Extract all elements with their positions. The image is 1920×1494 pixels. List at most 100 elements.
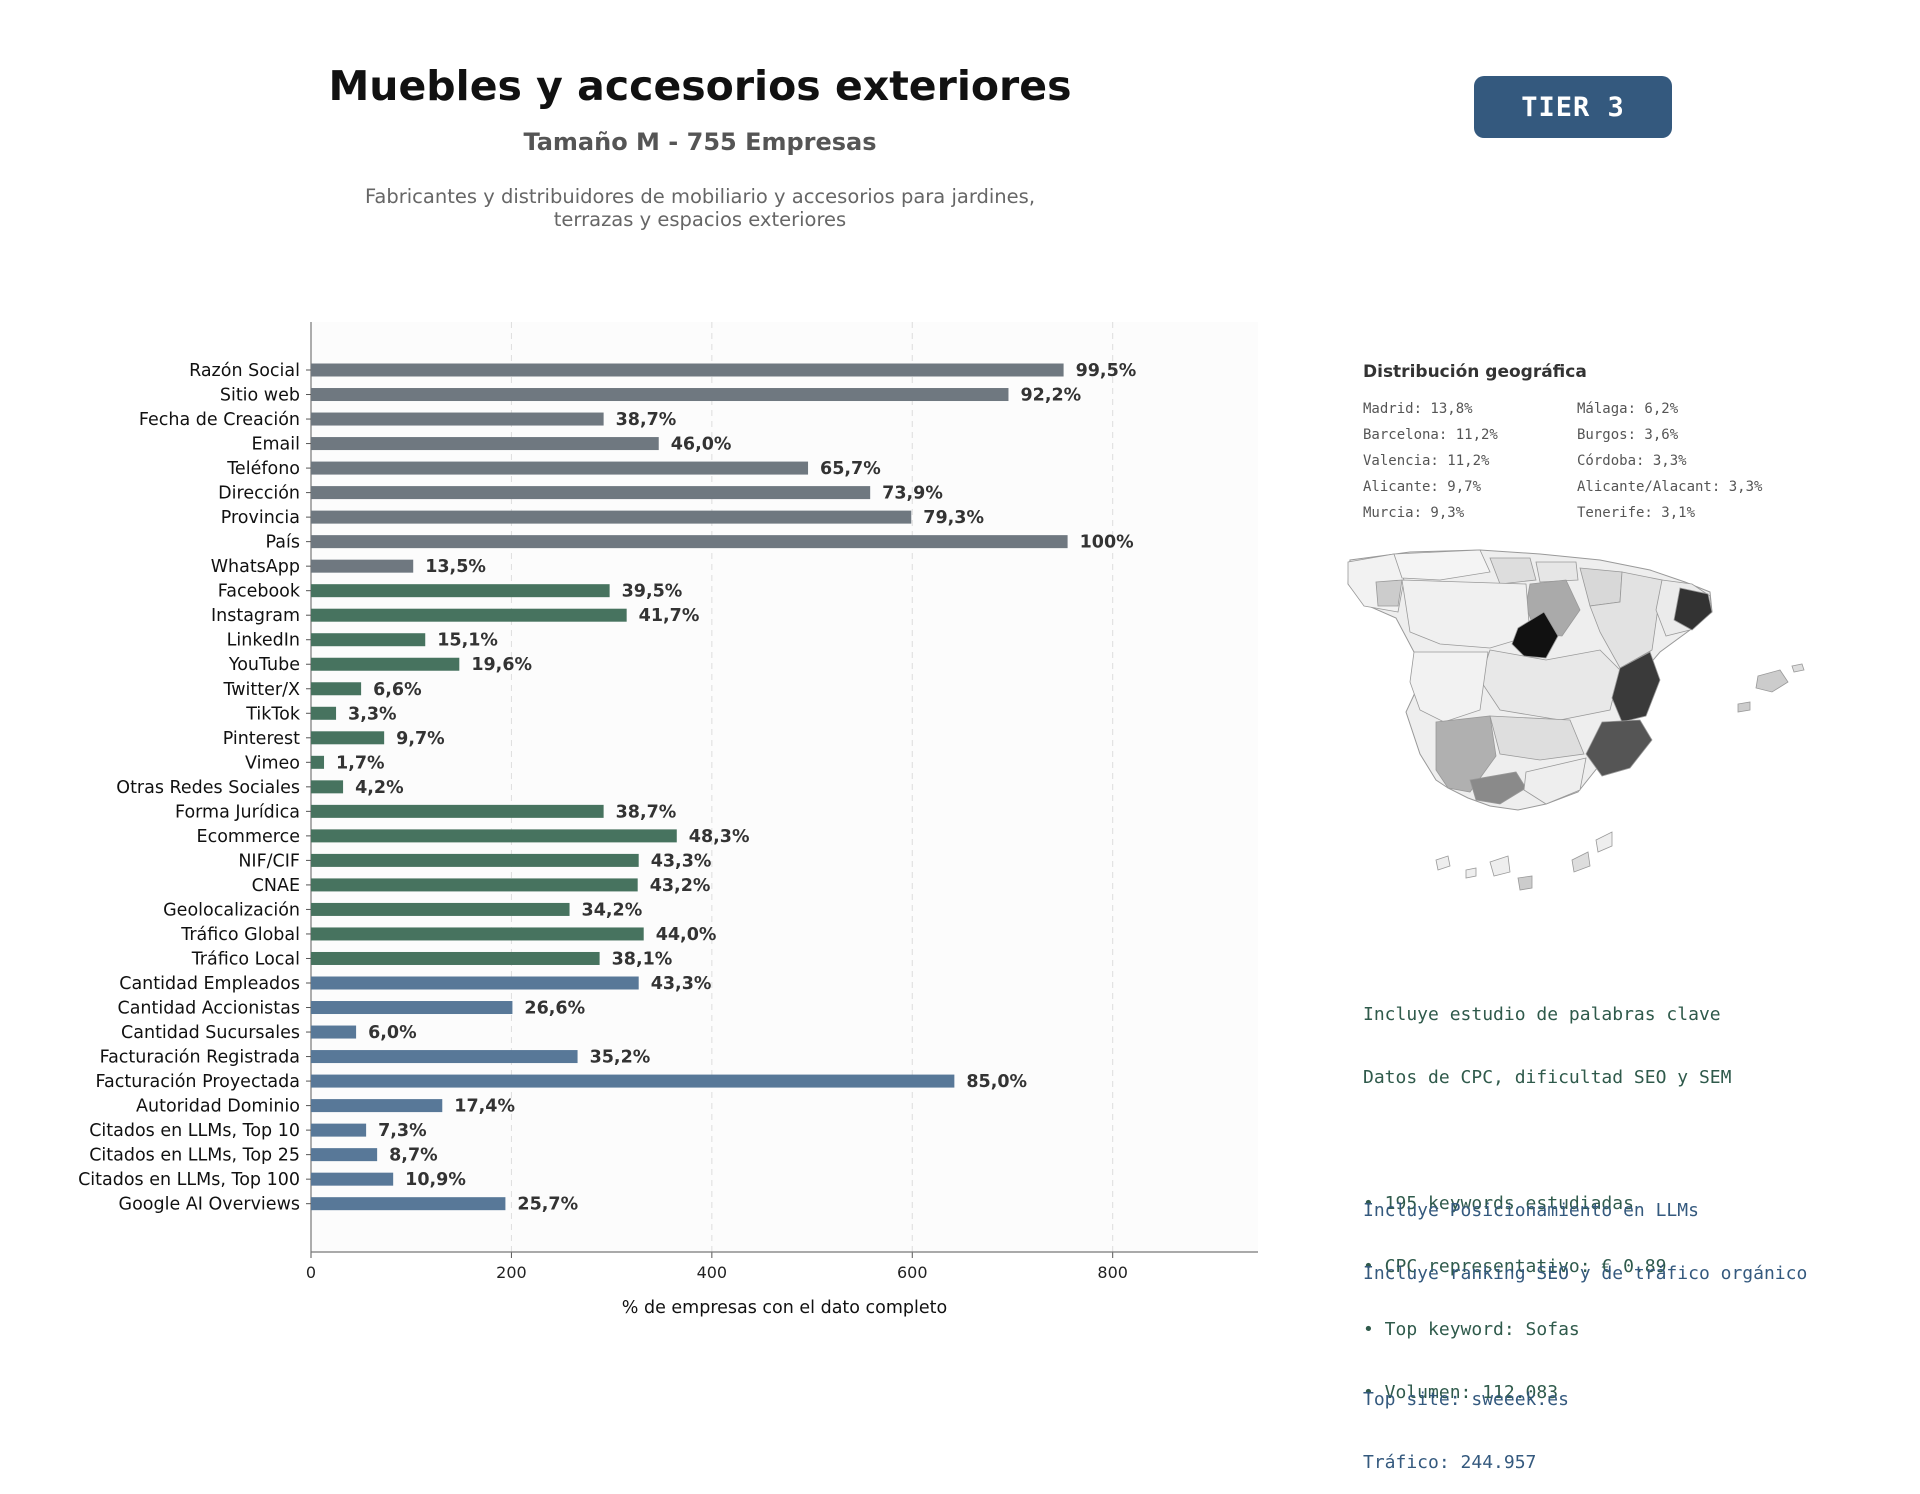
- top-site: Top site: sweeek.es: [1363, 1389, 1569, 1410]
- category-label: Forma Jurídica: [175, 802, 300, 822]
- keywords-line: Incluye estudio de palabras clave: [1363, 1004, 1721, 1025]
- bar: [311, 804, 604, 818]
- data-label: 34,2%: [582, 900, 643, 920]
- category-label: Cantidad Accionistas: [117, 999, 300, 1019]
- map-region: [1435, 855, 1451, 871]
- category-label: Citados en LLMs, Top 25: [89, 1146, 300, 1166]
- category-label: Provincia: [221, 508, 300, 528]
- bar: [311, 633, 426, 647]
- data-label: 9,7%: [396, 729, 445, 749]
- keywords-bullet: • Top keyword: Sofas: [1363, 1319, 1580, 1340]
- x-axis-label: % de empresas con el dato completo: [622, 1298, 947, 1318]
- map-region: [1375, 579, 1403, 607]
- page-description: Fabricantes y distribuidores de mobiliar…: [330, 185, 1070, 231]
- category-label: Fecha de Creación: [139, 410, 300, 430]
- data-label: 1,7%: [336, 753, 385, 773]
- data-label: 6,0%: [368, 1023, 417, 1043]
- geo-item: Barcelona: 11,2%: [1363, 427, 1498, 443]
- geo-item: Tenerife: 3,1%: [1577, 505, 1696, 521]
- description-line: Fabricantes y distribuidores de mobiliar…: [364, 185, 1036, 208]
- x-tick-label: 800: [1097, 1263, 1128, 1282]
- category-label: Geolocalización: [163, 900, 300, 920]
- bar: [311, 1123, 367, 1137]
- data-label: 92,2%: [1020, 386, 1081, 406]
- bar: [311, 1148, 378, 1162]
- bar: [311, 731, 385, 745]
- category-label: Facebook: [218, 582, 301, 602]
- data-label: 79,3%: [923, 508, 984, 528]
- bar: [311, 878, 638, 892]
- category-label: Tráfico Local: [191, 949, 300, 969]
- map-region: [1611, 651, 1661, 723]
- bar: [311, 363, 1064, 377]
- bar: [311, 1001, 513, 1015]
- map-region: [1571, 851, 1591, 873]
- category-label: Cantidad Sucursales: [121, 1023, 300, 1043]
- category-label: YouTube: [228, 655, 300, 675]
- category-label: Citados en LLMs, Top 10: [89, 1121, 300, 1141]
- llm-line: Incluye Posicionamiento en LLMs: [1363, 1200, 1699, 1221]
- bar: [311, 780, 344, 794]
- data-label: 19,6%: [471, 655, 532, 675]
- category-label: Dirección: [218, 484, 300, 504]
- bar: [311, 927, 644, 941]
- data-label: 41,7%: [639, 606, 700, 626]
- keywords-bullet: • 195 keywords estudiadas: [1363, 1193, 1634, 1214]
- bar: [311, 706, 337, 720]
- data-label: 44,0%: [656, 925, 717, 945]
- x-tick-label: 400: [697, 1263, 728, 1282]
- category-label: Teléfono: [226, 459, 300, 479]
- data-label: 15,1%: [437, 631, 498, 651]
- keywords-info: Incluye estudio de palabras clave Datos …: [1363, 962, 1731, 1424]
- map-region: [1469, 771, 1527, 805]
- bar: [311, 412, 604, 426]
- geo-item: Córdoba: 3,3%: [1577, 453, 1687, 469]
- geo-item: Alicante: 9,7%: [1363, 479, 1482, 495]
- llm-info: Incluye Posicionamiento en LLMs Incluye …: [1363, 1158, 1807, 1494]
- data-label: 43,3%: [651, 851, 712, 871]
- category-label: Sitio web: [220, 386, 300, 406]
- category-label: Tráfico Global: [180, 925, 300, 945]
- bar: [311, 976, 639, 990]
- data-label: 7,3%: [378, 1121, 427, 1141]
- bar: [311, 1050, 578, 1064]
- data-label: 10,9%: [405, 1170, 466, 1190]
- bar: [311, 755, 325, 769]
- map-region: [1489, 715, 1585, 761]
- map-region: [1393, 549, 1491, 581]
- bar: [311, 559, 414, 573]
- data-label: 100%: [1080, 533, 1134, 553]
- bar: [311, 853, 639, 867]
- x-tick-label: 600: [897, 1263, 928, 1282]
- map-region: [1465, 867, 1477, 879]
- page-title: Muebles y accesorios exteriores: [328, 62, 1072, 110]
- category-label: Cantidad Empleados: [119, 974, 300, 994]
- keywords-bullet: • Volumen: 112.083: [1363, 1382, 1559, 1403]
- map-region: [1523, 757, 1587, 805]
- geo-item: Murcia: 9,3%: [1363, 505, 1465, 521]
- data-label: 99,5%: [1076, 361, 1137, 381]
- data-label: 6,6%: [373, 680, 422, 700]
- category-label: TikTok: [245, 704, 301, 724]
- data-label: 46,0%: [671, 435, 732, 455]
- category-label: Vimeo: [245, 753, 300, 773]
- data-label: 85,0%: [966, 1072, 1027, 1092]
- map-region: [1755, 669, 1789, 693]
- data-label: 35,2%: [590, 1048, 651, 1068]
- llm-line: Incluye ranking SEO y de tráfico orgánic…: [1363, 1263, 1808, 1284]
- data-label: 39,5%: [622, 582, 683, 602]
- geo-item: Málaga: 6,2%: [1577, 401, 1679, 417]
- data-label: 38,7%: [616, 410, 677, 430]
- category-label: Twitter/X: [222, 680, 300, 700]
- data-label: 26,6%: [524, 999, 585, 1019]
- geo-item: Valencia: 11,2%: [1363, 453, 1490, 469]
- x-tick-label: 200: [496, 1263, 527, 1282]
- bar: [311, 1025, 357, 1039]
- tier-badge: TIER 3: [1474, 76, 1672, 138]
- bar: [311, 584, 610, 598]
- category-label: Facturación Registrada: [100, 1048, 300, 1068]
- page-subtitle: Tamaño M - 755 Empresas: [523, 128, 877, 156]
- spain-map: [1347, 549, 1805, 891]
- bar: [311, 902, 570, 916]
- plot-background: [311, 322, 1258, 1252]
